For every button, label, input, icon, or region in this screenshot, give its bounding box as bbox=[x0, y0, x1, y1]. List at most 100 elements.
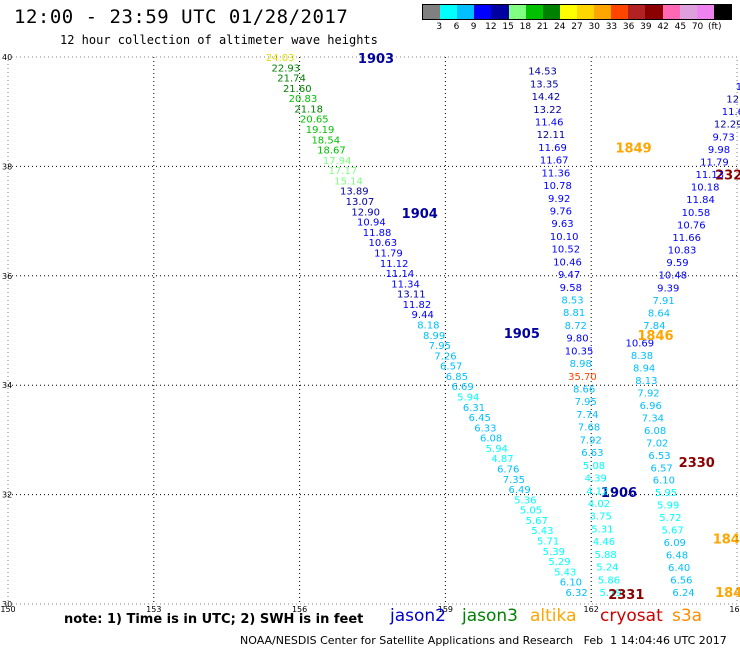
color-scale-bar bbox=[422, 4, 732, 20]
wave-height-value: 6.76 bbox=[497, 465, 519, 476]
page-subtitle: 12 hour collection of altimeter wave hei… bbox=[60, 33, 378, 47]
wave-height-value: 11.13 bbox=[695, 170, 724, 181]
color-scale-label: 3 bbox=[436, 22, 443, 32]
color-scale-label: 70 bbox=[691, 22, 704, 32]
wave-height-value: 9.80 bbox=[566, 334, 588, 345]
wave-height-value: 13.22 bbox=[533, 105, 562, 116]
x-tick-label: 150 bbox=[0, 605, 15, 614]
color-scale-label: 30 bbox=[588, 22, 600, 32]
pass-time-label: 1904 bbox=[402, 207, 438, 222]
color-scale-label: 21 bbox=[536, 22, 549, 32]
wave-height-value: 11.46 bbox=[535, 118, 564, 129]
wave-height-value: 6.32 bbox=[565, 588, 587, 599]
wave-height-value: 5.19 bbox=[600, 588, 622, 599]
wave-height-value: 6.63 bbox=[581, 448, 603, 459]
wave-height-value: 21.60 bbox=[283, 84, 312, 95]
satellite-legend-s3a: s3a bbox=[672, 606, 703, 626]
wave-height-value: 11 bbox=[736, 82, 740, 93]
color-scale-label: 24 bbox=[554, 22, 566, 32]
wave-height-value: 6.10 bbox=[653, 476, 675, 487]
pass-time-label: 2330 bbox=[679, 456, 715, 471]
wave-height-value: 11.88 bbox=[363, 228, 392, 239]
wave-height-value: 5.05 bbox=[520, 506, 542, 517]
wave-height-value: 7.95 bbox=[429, 341, 451, 352]
wave-height-value: 11.12 bbox=[380, 259, 409, 270]
wave-height-value: 11.84 bbox=[686, 195, 715, 206]
wave-height-value: 6.40 bbox=[668, 563, 690, 574]
wave-height-value: 9.59 bbox=[666, 258, 688, 269]
wave-height-value: 24.03 bbox=[266, 53, 295, 64]
wave-height-value: 5.94 bbox=[486, 444, 508, 455]
wave-height-value: 35.70 bbox=[568, 372, 597, 383]
wave-height-value: 7.95 bbox=[575, 397, 597, 408]
satellite-legend-cryosat: cryosat bbox=[600, 606, 663, 626]
wave-height-value: 5.36 bbox=[514, 495, 536, 506]
wave-height-value: 8.94 bbox=[633, 363, 655, 374]
footer-credit: NOAA/NESDIS Center for Satellite Applica… bbox=[240, 634, 727, 647]
color-swatch bbox=[696, 5, 714, 19]
wave-height-value: 7.26 bbox=[434, 351, 456, 362]
color-swatch bbox=[423, 5, 441, 19]
wave-height-value: 6.69 bbox=[451, 382, 473, 393]
wave-height-value: 5.72 bbox=[659, 513, 681, 524]
wave-height-value: 21.18 bbox=[294, 104, 323, 115]
wave-height-value: 10.76 bbox=[677, 220, 706, 231]
legend-note: note: 1) Time is in UTC; 2) SWH is in fe… bbox=[64, 612, 364, 627]
wave-height-value: 9.73 bbox=[713, 132, 735, 143]
wave-height-value: 5.67 bbox=[526, 516, 548, 527]
wave-height-value: 10.94 bbox=[357, 218, 386, 229]
color-scale-label: 9 bbox=[470, 22, 477, 32]
wave-height-value: 10.48 bbox=[659, 271, 688, 282]
wave-height-value: 18.54 bbox=[311, 135, 340, 146]
pass-time-label: 1847 bbox=[713, 532, 740, 547]
color-swatch bbox=[508, 5, 526, 19]
wave-height-value: 10.58 bbox=[682, 208, 711, 219]
wave-height-value: 20.65 bbox=[300, 115, 329, 126]
y-tick-label: 36 bbox=[2, 272, 12, 281]
wave-height-value: 7.68 bbox=[578, 423, 600, 434]
color-swatch bbox=[594, 5, 612, 19]
wave-height-value: 11.14 bbox=[386, 269, 415, 280]
wave-height-value: 6.85 bbox=[446, 372, 468, 383]
color-scale-label: 39 bbox=[640, 22, 652, 32]
x-tick-label: 156 bbox=[292, 605, 307, 614]
color-scale-labels: 3 6 9 12 15 18 21 24 27 30 33 36 39 42 45 70 (ft) bbox=[422, 22, 732, 34]
color-swatch bbox=[645, 5, 663, 19]
wave-height-value: 6.49 bbox=[508, 485, 530, 496]
wave-height-value: 9.47 bbox=[558, 270, 580, 281]
color-scale-label: 6 bbox=[453, 22, 460, 32]
pass-time-label: 1903 bbox=[358, 52, 394, 67]
wave-height-value: 9.44 bbox=[412, 310, 434, 321]
wave-height-value: 6.09 bbox=[664, 538, 686, 549]
color-swatch bbox=[491, 5, 509, 19]
wave-height-value: 8.66 bbox=[573, 385, 595, 396]
wave-height-value: 10.78 bbox=[543, 181, 572, 192]
wave-height-value: 6.48 bbox=[666, 551, 688, 562]
color-swatch bbox=[457, 5, 475, 19]
wave-height-value: 14.53 bbox=[528, 67, 557, 78]
wave-height-value: 5.88 bbox=[595, 550, 617, 561]
wave-height-value: 8.99 bbox=[423, 331, 445, 342]
wave-height-value: 11.66 bbox=[672, 233, 701, 244]
wave-height-value: 17.17 bbox=[329, 166, 358, 177]
wave-height-value: 4.39 bbox=[585, 474, 607, 485]
wave-height-value: 9.92 bbox=[548, 194, 570, 205]
wave-height-value: 5.43 bbox=[531, 526, 553, 537]
pass-time-label: 2331 bbox=[608, 588, 644, 603]
wave-height-value: 20.83 bbox=[289, 94, 318, 105]
wave-height-value: 15.14 bbox=[334, 176, 363, 187]
wave-height-value: 11.67 bbox=[540, 156, 569, 167]
wave-height-value: 10.18 bbox=[691, 183, 720, 194]
y-tick-label: 34 bbox=[2, 381, 12, 390]
color-scale-label: (ft) bbox=[707, 22, 722, 32]
wave-height-value: 6.31 bbox=[463, 403, 485, 414]
wave-height-value: 11.82 bbox=[403, 300, 432, 311]
wave-height-value: 8.18 bbox=[417, 320, 439, 331]
page-title: 12:00 - 23:59 UTC 01/28/2017 bbox=[14, 6, 349, 28]
wave-height-value: 11.34 bbox=[391, 279, 420, 290]
color-scale-label: 42 bbox=[657, 22, 669, 32]
wave-height-value: 11.36 bbox=[542, 168, 571, 179]
pass-time-label: 1846 bbox=[637, 329, 673, 344]
wave-height-value: 6.08 bbox=[644, 426, 666, 437]
